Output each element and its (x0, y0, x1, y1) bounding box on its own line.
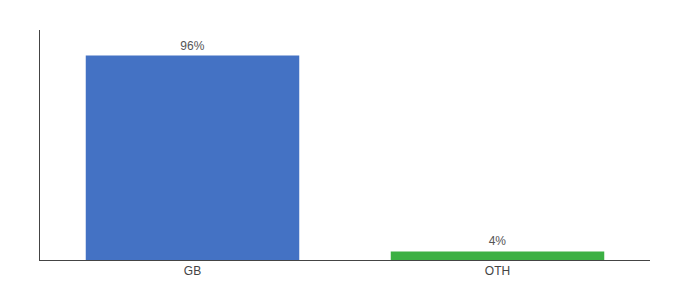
svg-text:96%: 96% (180, 39, 204, 53)
svg-text:4%: 4% (489, 234, 507, 248)
svg-text:OTH: OTH (485, 264, 510, 278)
svg-text:GB: GB (184, 264, 201, 278)
